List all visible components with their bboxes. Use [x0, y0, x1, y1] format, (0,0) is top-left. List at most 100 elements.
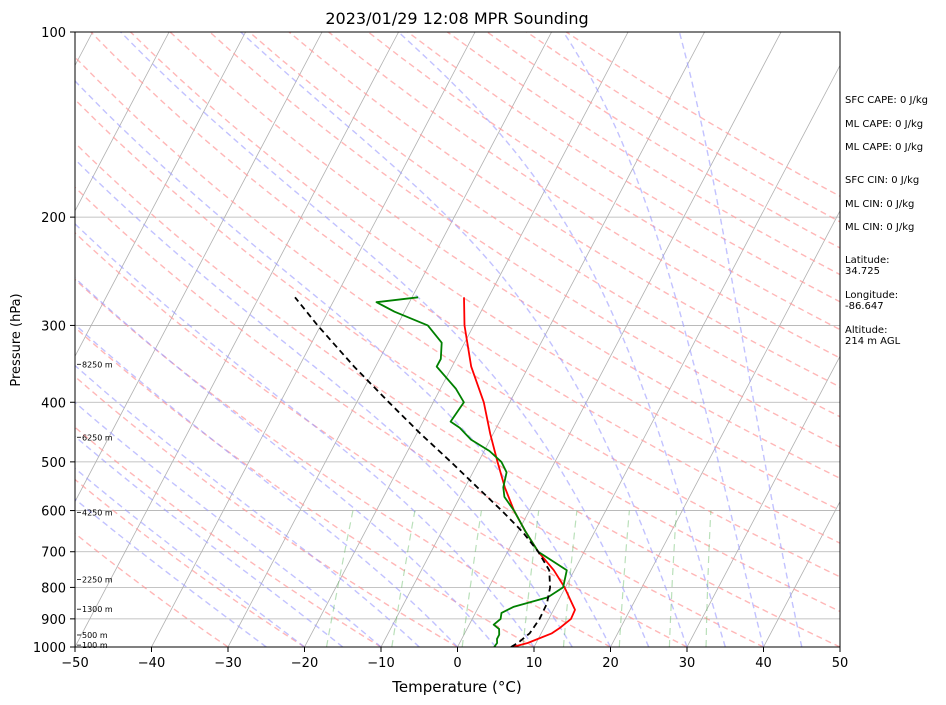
height-label: 2250 m	[82, 576, 113, 585]
x-tick-label: −30	[214, 656, 241, 671]
height-label: 4250 m	[82, 508, 113, 517]
height-label: 100 m	[82, 641, 108, 650]
isotherm-line	[75, 32, 170, 212]
y-tick-label: 1000	[33, 641, 66, 656]
parcel-line	[294, 296, 551, 647]
dry-adiabat	[75, 532, 229, 647]
dry-adiabat	[130, 32, 840, 512]
isotherm-line	[610, 209, 840, 647]
mixing-ratio-line	[325, 510, 354, 647]
moist-adiabat	[75, 222, 535, 647]
height-label: 6250 m	[82, 433, 113, 442]
x-tick-label: −40	[138, 656, 165, 671]
y-tick-label: 500	[41, 456, 66, 471]
isotherm-line	[227, 32, 552, 647]
isotherm-line	[686, 355, 840, 647]
dry-adiabat	[367, 32, 840, 331]
x-axis-label: Temperature (°C)	[391, 678, 521, 696]
dry-adiabat	[169, 32, 840, 480]
y-tick-label: 100	[41, 26, 66, 41]
dry-adiabat	[75, 375, 458, 647]
x-tick-label: 30	[679, 656, 696, 671]
moist-adiabat	[75, 467, 305, 647]
chart-title: 2023/01/29 12:08 MPR Sounding	[325, 9, 588, 28]
moist-adiabat	[75, 364, 420, 647]
height-label: 1300 m	[82, 605, 113, 614]
moist-adiabat	[75, 435, 344, 647]
moist-adiabat	[397, 32, 726, 647]
isotherm-line	[151, 32, 476, 647]
y-tick-label: 700	[41, 546, 66, 561]
y-axis: 100 200 300 400 500 600 700 800 900 1000	[33, 26, 75, 656]
dry-adiabat	[407, 32, 840, 303]
altitude-note: Altitude: 214 m AGL	[845, 325, 901, 347]
reference-lines	[75, 32, 840, 647]
data-lines	[294, 296, 576, 647]
moist-adiabat	[120, 32, 650, 647]
x-tick-label: 0	[453, 656, 461, 671]
y-tick-label: 200	[41, 211, 66, 226]
dry-adiabat	[209, 32, 840, 448]
moist-adiabat	[75, 79, 612, 647]
mixing-ratio-line	[522, 510, 540, 647]
dry-adiabat	[75, 98, 840, 613]
moist-adiabat	[75, 277, 497, 647]
temperature-line	[463, 297, 576, 647]
sfc-cape-note: SFC CAPE: 0 J/kg	[845, 95, 928, 106]
x-tick-label: 50	[832, 656, 849, 671]
height-label: 8250 m	[82, 360, 113, 369]
mixing-ratio-line	[391, 510, 416, 647]
moist-adiabat	[678, 32, 803, 647]
moist-adiabat	[75, 323, 458, 647]
moist-adiabat	[562, 32, 765, 647]
y-tick-label: 300	[41, 319, 66, 334]
dry-adiabat	[288, 32, 840, 388]
moist-adiabat	[75, 498, 267, 647]
ml-cin-note-2: ML CIN: 0 J/kg	[845, 222, 915, 233]
dry-adiabat	[90, 32, 840, 544]
x-tick-label: 10	[526, 656, 543, 671]
isotherm-line	[533, 64, 840, 647]
height-label: 500 m	[82, 631, 108, 640]
moist-adiabat	[240, 32, 688, 647]
mixing-ratio-line	[461, 510, 482, 647]
x-tick-label: −10	[367, 656, 394, 671]
dry-adiabat	[75, 478, 305, 647]
y-axis-label: Pressure (hPa)	[9, 293, 24, 386]
dry-adiabat	[248, 32, 840, 418]
ml-cin-note: ML CIN: 0 J/kg	[845, 199, 915, 210]
x-axis: −50 −40 −30 −20 −10 0 10 20 30 40 50	[61, 647, 848, 671]
moist-adiabat	[75, 158, 573, 647]
x-tick-label: −50	[61, 656, 88, 671]
y-tick-label: 600	[41, 505, 66, 520]
mixing-ratio-line	[705, 510, 712, 647]
y-tick-label: 900	[41, 613, 66, 628]
dry-adiabat	[75, 278, 611, 647]
dry-adiabat	[75, 326, 535, 647]
ml-cape-note: ML CAPE: 0 J/kg	[845, 119, 924, 130]
isotherm-line	[457, 32, 782, 647]
x-tick-label: −20	[291, 656, 318, 671]
isotherm-line	[380, 32, 705, 647]
x-tick-label: 20	[602, 656, 619, 671]
isotherm-line	[75, 32, 323, 503]
dry-adiabat	[75, 142, 840, 647]
sfc-cin-note: SFC CIN: 0 J/kg	[845, 175, 920, 186]
mixing-ratio-line	[562, 510, 578, 647]
mixing-ratio-line	[618, 510, 630, 647]
isotherm-line	[763, 500, 840, 647]
x-tick-label: 40	[755, 656, 772, 671]
dry-adiabat	[75, 186, 764, 647]
isotherm-line	[75, 32, 246, 358]
dry-adiabat	[75, 56, 840, 578]
y-tick-label: 400	[41, 396, 66, 411]
dry-adiabat	[75, 231, 688, 647]
isotherm-line	[75, 32, 399, 647]
longitude-note: Longitude: -86.647	[845, 290, 899, 312]
ml-cape-note-2: ML CAPE: 0 J/kg	[845, 142, 924, 153]
mixing-ratio-line	[668, 510, 678, 647]
dewpoint-line	[375, 296, 568, 647]
latitude-note: Latitude: 34.725	[845, 255, 890, 277]
